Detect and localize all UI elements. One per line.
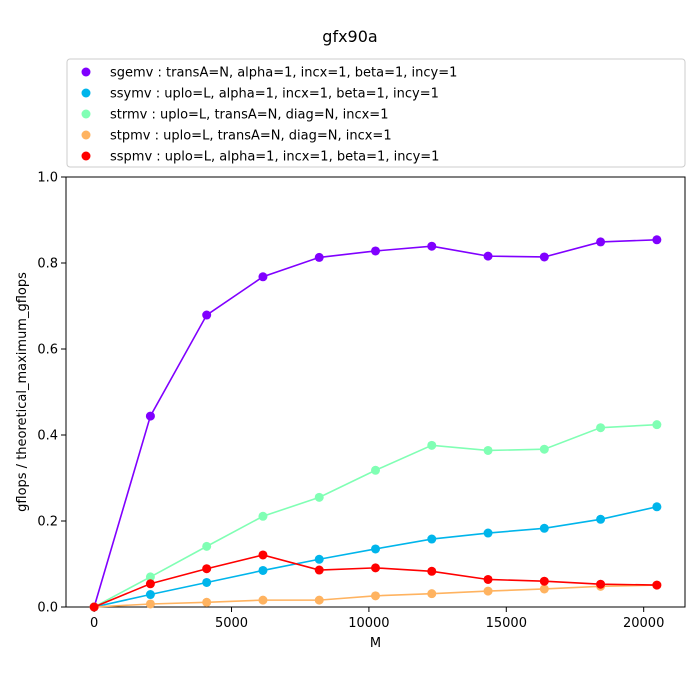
plot-frame <box>65 176 686 608</box>
data-point <box>89 602 99 612</box>
data-point <box>483 445 493 455</box>
data-point <box>314 554 324 564</box>
legend-marker <box>81 109 91 119</box>
data-point <box>596 579 606 589</box>
legend: sgemv : transA=N, alpha=1, incx=1, beta=… <box>66 58 686 168</box>
data-point <box>258 511 268 521</box>
y-axis: 0.0 0.2 0.4 0.6 0.8 1.0 <box>37 171 66 616</box>
data-point <box>258 595 268 605</box>
data-point <box>202 564 212 574</box>
legend-label: sspmv : uplo=L, alpha=1, incx=1, beta=1,… <box>110 150 439 165</box>
data-point <box>652 235 662 245</box>
data-point <box>427 241 437 251</box>
data-point <box>202 541 212 551</box>
data-point <box>483 574 493 584</box>
data-point <box>371 591 380 601</box>
legend-label: ssymv : uplo=L, alpha=1, incx=1, beta=1,… <box>110 87 439 102</box>
data-point <box>652 420 662 430</box>
y-tick-label: 0.0 <box>37 601 58 616</box>
data-point <box>427 589 437 599</box>
legend-marker <box>81 88 91 98</box>
data-point <box>371 246 380 256</box>
plot-area <box>65 176 686 608</box>
y-tick-label: 0.6 <box>37 343 58 358</box>
x-tick-label: 20000 <box>623 616 664 631</box>
data-point <box>596 423 606 433</box>
data-point <box>483 251 493 261</box>
y-tick-label: 0.4 <box>37 429 58 444</box>
data-point <box>145 579 155 589</box>
data-point <box>202 577 212 587</box>
data-point <box>202 597 212 607</box>
data-point <box>539 444 549 454</box>
series-layer <box>89 235 662 612</box>
x-axis-label: M <box>370 636 381 651</box>
data-point <box>539 584 549 594</box>
data-point <box>145 599 155 609</box>
data-point <box>314 252 324 262</box>
data-point <box>539 252 549 262</box>
data-point <box>202 310 212 320</box>
data-point <box>596 514 606 524</box>
x-tick-label: 5000 <box>215 616 248 631</box>
legend-marker <box>81 151 91 161</box>
legend-marker <box>81 130 91 140</box>
data-point <box>371 544 380 554</box>
data-point <box>258 272 268 282</box>
data-point <box>539 523 549 533</box>
y-axis-label: gflops / theoretical_maximum_gflops <box>15 272 30 512</box>
data-point <box>483 586 493 596</box>
data-point <box>258 550 268 560</box>
chart-title: gfx90a <box>322 27 377 46</box>
data-point <box>371 563 380 573</box>
data-point <box>652 580 662 590</box>
data-point <box>427 440 437 450</box>
legend-frame <box>66 58 686 168</box>
data-point <box>314 595 324 605</box>
x-axis: 0 5000 10000 15000 20000 <box>90 607 664 631</box>
legend-marker <box>81 67 91 77</box>
data-point <box>427 566 437 576</box>
data-point <box>314 565 324 575</box>
x-tick-label: 10000 <box>348 616 389 631</box>
data-point <box>145 411 155 421</box>
data-point <box>483 528 493 538</box>
data-point <box>258 565 268 575</box>
data-point <box>427 534 437 544</box>
y-tick-label: 0.2 <box>37 515 58 530</box>
data-point <box>145 572 155 582</box>
data-point <box>596 237 606 247</box>
data-point <box>371 465 380 475</box>
data-point <box>539 576 549 586</box>
data-point <box>145 590 155 600</box>
y-tick-label: 1.0 <box>37 171 58 186</box>
y-tick-label: 0.8 <box>37 257 58 272</box>
legend-label: sgemv : transA=N, alpha=1, incx=1, beta=… <box>110 66 457 81</box>
data-point <box>652 502 662 512</box>
legend-label: stpmv : uplo=L, transA=N, diag=N, incx=1 <box>110 129 392 144</box>
x-tick-label: 0 <box>90 616 98 631</box>
x-tick-label: 15000 <box>486 616 527 631</box>
data-point <box>314 492 324 502</box>
legend-label: strmv : uplo=L, transA=N, diag=N, incx=1 <box>110 108 388 123</box>
